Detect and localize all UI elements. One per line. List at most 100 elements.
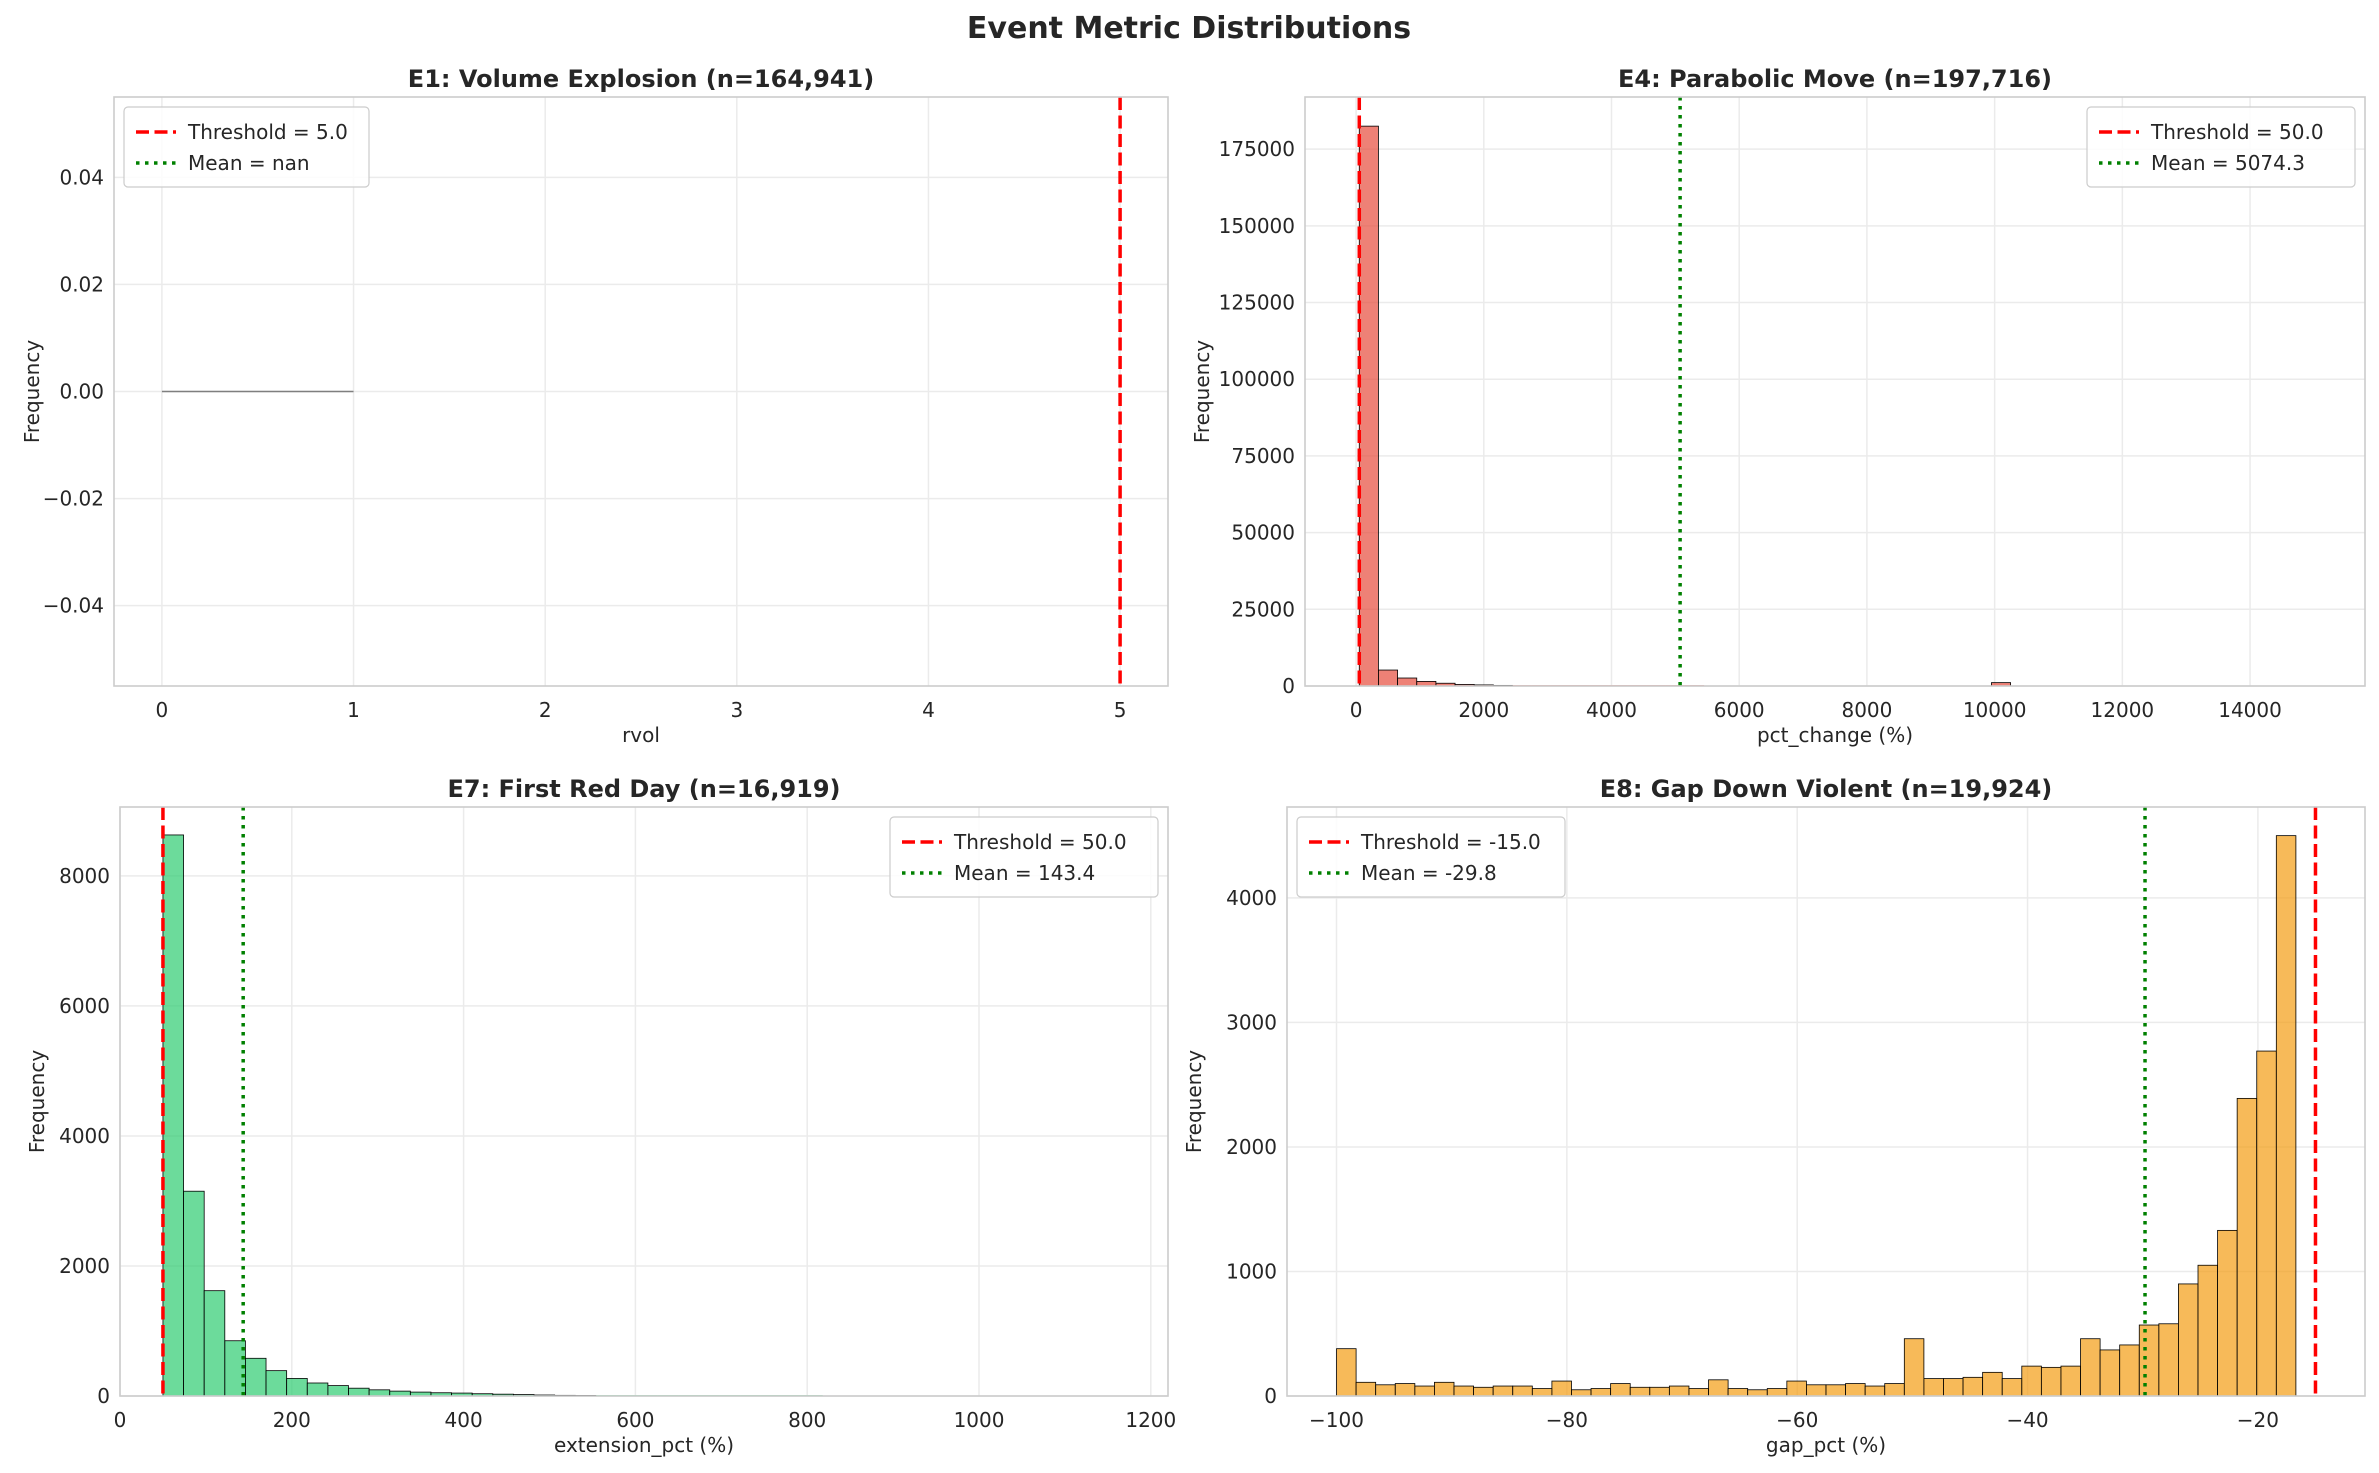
y-tick-label: 50000 — [1231, 521, 1295, 545]
x-tick-label: 2 — [539, 698, 552, 722]
y-tick-label: 0.02 — [59, 272, 104, 296]
histogram-bar — [1473, 1386, 1494, 1396]
histogram-bar — [2021, 1365, 2042, 1396]
histogram-bar — [1492, 1385, 1514, 1396]
histogram-bar — [1903, 1338, 1925, 1396]
x-tick-label: 10000 — [1963, 698, 2027, 722]
histogram-bar — [1453, 1385, 1474, 1396]
legend-box — [2086, 106, 2356, 188]
y-tick-label: 0 — [1264, 1384, 1277, 1408]
bars — [1358, 125, 2012, 686]
histogram-bar — [203, 1290, 226, 1396]
y-tick-label: 0 — [1282, 674, 1295, 698]
histogram-bar — [2040, 1366, 2062, 1396]
histogram-bar — [1434, 1381, 1455, 1396]
y-tick-label: 0 — [97, 1384, 110, 1408]
x-axis-label: pct_change (%) — [1757, 723, 1913, 747]
legend: Threshold = -15.0 Mean = -29.8 — [1296, 816, 1566, 898]
histogram-bar — [2119, 1344, 2140, 1396]
histogram-bar — [1590, 1388, 1612, 1396]
y-tick-label: 100000 — [1219, 367, 1295, 391]
histogram-bar — [1884, 1383, 1905, 1396]
x-tick-label: 0 — [156, 698, 169, 722]
histogram-bar — [1668, 1385, 1690, 1396]
y-axis-label: Frequency — [20, 340, 44, 443]
figure-title: Event Metric Distributions — [967, 11, 1411, 46]
y-tick-label: 2000 — [1226, 1135, 1277, 1159]
legend-threshold-label: Threshold = -15.0 — [1360, 830, 1541, 854]
y-tick-label: 0.04 — [59, 165, 104, 189]
histogram-bar — [1845, 1383, 1866, 1396]
x-tick-label: 1000 — [954, 1408, 1005, 1432]
histogram-bar — [1378, 669, 1398, 686]
y-tick-label: 4000 — [1226, 886, 1277, 910]
histogram-bar — [1786, 1380, 1807, 1396]
x-tick-label: 6000 — [1714, 698, 1765, 722]
x-axis-label: gap_pct (%) — [1766, 1433, 1886, 1457]
y-tick-label: 0.00 — [59, 380, 104, 404]
panel-e8: −100 −80 −60 −40 −20 0 1000 2000 3000 4000 E8: Gap… — [1182, 775, 2366, 1457]
legend: Threshold = 5.0 Mean = nan — [123, 106, 370, 188]
histogram-bar — [1991, 682, 2012, 686]
histogram-bar — [1512, 1385, 1533, 1396]
panel-title: E7: First Red Day (n=16,919) — [447, 775, 840, 803]
legend-threshold-label: Threshold = 50.0 — [2150, 120, 2324, 144]
panel-e7: 0 200 400 600 800 1000 1200 0 2000 4000 6000 8000 E7… — [25, 775, 1176, 1457]
histogram-bar — [1649, 1386, 1670, 1396]
y-tick-label: −0.02 — [43, 487, 104, 511]
histogram-bar — [1610, 1383, 1631, 1396]
x-tick-label: 5 — [1114, 698, 1127, 722]
x-tick-label: 1200 — [1125, 1408, 1176, 1432]
x-tick-label: 200 — [273, 1408, 311, 1432]
histogram-bar — [162, 834, 184, 1396]
histogram-bar — [1727, 1388, 1749, 1396]
histogram-bar — [265, 1370, 288, 1396]
histogram-bar — [1708, 1379, 1729, 1396]
panel-e1: 0 1 2 3 4 5 −0.04 −0.02 0.00 0.02 0.04 E1: Volume E… — [20, 65, 1169, 747]
histogram-bar — [245, 1357, 267, 1396]
y-tick-label: 4000 — [59, 1124, 110, 1148]
axes-frame — [1304, 96, 2366, 687]
legend-box — [1296, 816, 1566, 898]
histogram-bar — [2275, 835, 2297, 1396]
histogram-bar — [348, 1387, 370, 1396]
histogram-bar — [1397, 677, 1418, 686]
legend-mean-label: Mean = -29.8 — [1361, 861, 1497, 885]
histogram-bar — [1747, 1389, 1768, 1396]
y-tick-label: 6000 — [59, 994, 110, 1018]
x-tick-label: −100 — [1309, 1408, 1364, 1432]
histogram-bar — [1414, 1385, 1435, 1396]
histogram-bar — [2197, 1264, 2218, 1396]
legend-box — [889, 816, 1159, 898]
legend-mean-label: Mean = 143.4 — [954, 861, 1095, 885]
histogram-bar — [2001, 1378, 2023, 1396]
histogram-bar — [2217, 1229, 2238, 1396]
histogram-bar — [306, 1382, 329, 1396]
y-tick-label: −0.04 — [43, 594, 104, 618]
x-tick-label: 3 — [730, 698, 743, 722]
histogram-bar — [2236, 1097, 2258, 1396]
legend-mean-label: Mean = 5074.3 — [2151, 151, 2305, 175]
legend: Threshold = 50.0 Mean = 5074.3 — [2086, 106, 2356, 188]
x-tick-label: 400 — [445, 1408, 483, 1432]
histogram-bar — [286, 1378, 308, 1396]
x-axis-label: extension_pct (%) — [554, 1433, 734, 1457]
y-tick-label: 1000 — [1226, 1259, 1277, 1283]
axes-frame — [1286, 806, 2366, 1397]
x-tick-label: 4 — [922, 698, 935, 722]
histogram-bar — [183, 1190, 205, 1396]
histogram-bar — [1688, 1388, 1709, 1396]
legend-threshold-label: Threshold = 50.0 — [953, 830, 1127, 854]
histogram-bar — [1551, 1380, 1572, 1396]
histogram-bar — [2099, 1349, 2121, 1396]
x-tick-label: 14000 — [2218, 698, 2282, 722]
axes-frame — [119, 806, 1169, 1397]
histogram-bar — [2178, 1283, 2199, 1396]
histogram-bar — [1962, 1376, 1984, 1396]
legend-threshold-label: Threshold = 5.0 — [187, 120, 348, 144]
legend: Threshold = 50.0 Mean = 143.4 — [889, 816, 1159, 898]
histogram-bar — [1864, 1385, 1886, 1396]
panel-title: E1: Volume Explosion (n=164,941) — [408, 65, 874, 93]
legend-box — [123, 106, 370, 188]
